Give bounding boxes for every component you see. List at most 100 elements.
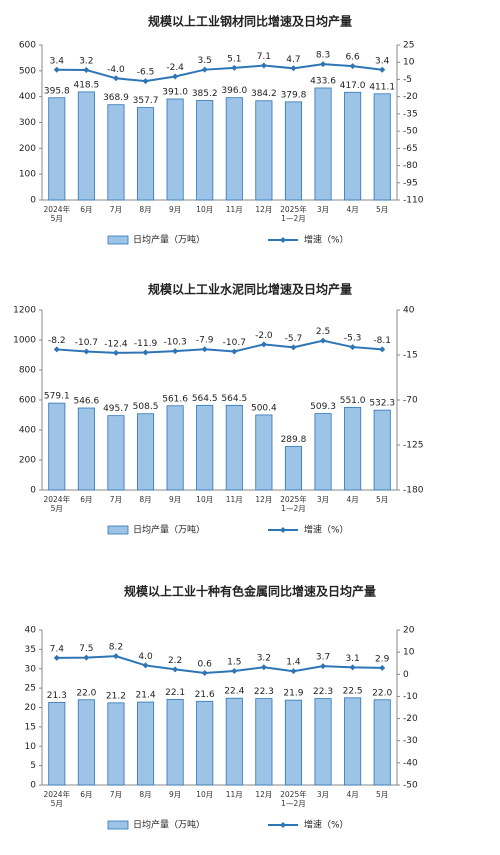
data-label: 4.0 xyxy=(138,652,153,662)
line-marker xyxy=(201,66,208,73)
y-tick-label: 25 xyxy=(25,684,36,694)
x-tick-label: 8月 xyxy=(139,205,152,214)
legend-label: 日均产量（万吨） xyxy=(133,819,205,831)
x-tick-label-box: 7月 xyxy=(109,495,123,504)
x-tick-label: 10月 xyxy=(196,790,214,799)
legend-swatch xyxy=(107,235,129,245)
data-label: -11.9 xyxy=(134,339,158,349)
x-tick-label-box: 11月 xyxy=(226,205,243,214)
x-tick-label: 12月 xyxy=(255,205,273,214)
bar xyxy=(255,414,273,491)
line-marker xyxy=(349,63,356,70)
x-tick-label-box: 2025年 1—2月 xyxy=(280,495,307,513)
data-label: 3.5 xyxy=(198,56,212,66)
bar xyxy=(373,93,391,201)
data-label: 1.5 xyxy=(227,657,241,667)
data-label: 385.2 xyxy=(192,89,218,99)
data-label: -5.3 xyxy=(344,334,362,344)
data-label: -4.0 xyxy=(107,65,125,75)
x-tick-label-box: 8月 xyxy=(139,205,152,214)
line-marker xyxy=(379,66,386,73)
bar xyxy=(48,702,66,786)
y2-tick-label: -180 xyxy=(403,486,424,496)
data-label: -10.3 xyxy=(163,338,186,348)
x-tick-label: 6月 xyxy=(80,495,93,504)
line-marker xyxy=(290,344,297,351)
x-tick-label: 6月 xyxy=(80,205,93,214)
bar xyxy=(314,87,332,201)
bar xyxy=(166,98,184,201)
x-tick-label: 4月 xyxy=(346,790,359,799)
line xyxy=(56,63,383,83)
data-label: 395.8 xyxy=(44,86,70,96)
line-marker xyxy=(231,667,238,674)
x-tick-label-box: 11月 xyxy=(226,790,243,799)
bar xyxy=(225,97,243,201)
x-tick-label: 12月 xyxy=(255,790,273,799)
y-tick-label: 500 xyxy=(19,66,36,76)
data-label: 391.0 xyxy=(162,87,188,97)
line-marker xyxy=(201,669,208,676)
x-tick-label: 7月 xyxy=(109,495,123,504)
data-label: 561.6 xyxy=(162,394,188,404)
legend-label: 日均产量（万吨） xyxy=(133,234,205,246)
y-tick-label: 0 xyxy=(30,781,36,791)
data-label: -10.7 xyxy=(223,338,246,348)
y-tick-label: 5 xyxy=(30,761,36,771)
x-tick-label-box: 10月 xyxy=(196,495,213,504)
y2-tick-label: -125 xyxy=(403,441,423,451)
chart: 规模以上工业水泥同比增速及日均产量 0 200 400 600 800 1000 1200 40… xyxy=(13,282,424,536)
bar xyxy=(48,97,66,201)
x-tick-label-box: 4月 xyxy=(346,205,358,214)
x-tick-label: 10月 xyxy=(196,205,214,214)
legend-swatch xyxy=(107,525,129,535)
y-tick-label: 0 xyxy=(30,486,36,496)
data-label: 21.3 xyxy=(47,691,67,701)
data-label: 551.0 xyxy=(340,396,366,406)
line-marker xyxy=(320,663,327,670)
data-label: 7.4 xyxy=(50,644,65,654)
line-marker xyxy=(83,67,90,74)
x-tick-label-box: 2025年 1—2月 xyxy=(280,205,307,223)
x-tick-label: 8月 xyxy=(139,790,152,799)
data-label: 564.5 xyxy=(221,394,247,404)
line-marker xyxy=(53,346,60,353)
x-tick-label-box: 2024年 5月 xyxy=(43,495,70,513)
bar xyxy=(284,446,302,491)
data-label: 3.4 xyxy=(375,56,390,66)
line-marker xyxy=(260,664,267,671)
bar xyxy=(137,701,155,786)
y2-tick-label: 25 xyxy=(403,41,414,51)
bar xyxy=(344,697,362,786)
bar xyxy=(107,104,125,201)
data-label: 418.5 xyxy=(73,80,99,90)
bar xyxy=(225,697,243,786)
line-marker xyxy=(201,346,208,353)
line-marker xyxy=(349,344,356,351)
data-label: 22.4 xyxy=(224,687,244,697)
x-tick-label-box: 6月 xyxy=(80,205,93,214)
data-label: 22.0 xyxy=(76,688,96,698)
bar xyxy=(284,101,302,201)
y2-tick-label: -20 xyxy=(403,92,418,102)
bar xyxy=(166,698,184,786)
legend-swatch xyxy=(107,820,129,830)
x-tick-label: 2024年 5月 xyxy=(43,790,71,808)
x-tick-label-box: 7月 xyxy=(110,790,122,799)
data-label: 21.2 xyxy=(106,691,126,701)
data-label: -12.4 xyxy=(104,339,128,349)
y-tick-label: 35 xyxy=(25,645,36,655)
x-tick-label-box: 6月 xyxy=(80,495,93,504)
y-tick-label: 200 xyxy=(19,456,36,466)
data-label: 22.0 xyxy=(372,688,392,698)
x-tick-label-box: 8月 xyxy=(139,790,152,799)
line-marker xyxy=(320,337,327,344)
line-marker xyxy=(172,666,179,673)
bar xyxy=(48,402,66,491)
data-label: 546.6 xyxy=(73,397,99,407)
bar xyxy=(166,405,184,491)
x-tick-label-box: 2024年 5月 xyxy=(43,790,71,808)
data-label: -6.5 xyxy=(137,68,155,78)
data-label: -5.7 xyxy=(285,334,303,344)
